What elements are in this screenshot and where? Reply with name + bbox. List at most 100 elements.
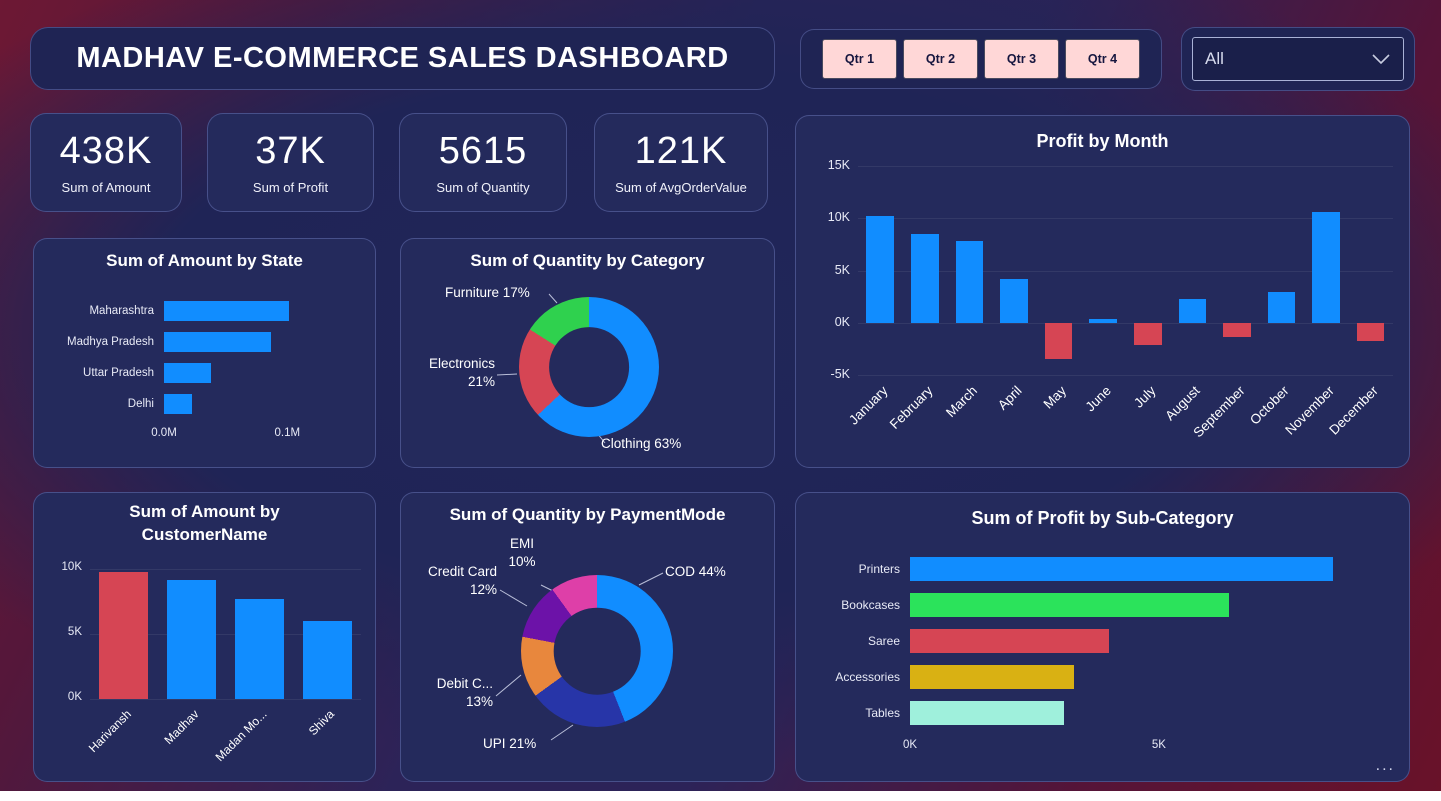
category-label-tables: Tables xyxy=(865,706,900,720)
bar-march[interactable] xyxy=(955,241,984,323)
donut-quantity_by_paymentmode[interactable] xyxy=(521,575,673,727)
qtr-button-1[interactable]: Qtr 1 xyxy=(822,39,897,79)
axis-tick: 10K xyxy=(61,561,82,574)
axis-tick: 0K xyxy=(834,314,850,329)
category-label-delhi: Delhi xyxy=(127,398,154,410)
bar-madhya-pradesh[interactable] xyxy=(164,332,272,352)
bar-chart: Maharashtra Madhya Pradesh Uttar Pradesh De… xyxy=(34,239,375,467)
filter-dropdown[interactable]: All xyxy=(1192,37,1404,81)
data-label: Furniture 17% xyxy=(445,285,530,300)
column-chart: 15K 10K 5K 0K -5K January February March April M… xyxy=(796,116,1409,467)
column-slot xyxy=(90,563,158,699)
kpi-value: 5615 xyxy=(438,130,528,172)
qtr-button-4[interactable]: Qtr 4 xyxy=(1065,39,1140,79)
x-cell: Madan Mo... xyxy=(212,701,294,781)
axis-tick: 0K xyxy=(67,691,82,703)
column-slot xyxy=(1125,166,1170,375)
bar-madhav[interactable] xyxy=(167,579,216,699)
bar-november[interactable] xyxy=(1312,211,1340,323)
x-cell: Harivansh xyxy=(86,701,158,781)
bar-harivansh[interactable] xyxy=(99,572,149,699)
donut-quantity_by_category[interactable] xyxy=(519,297,659,437)
bar-track xyxy=(910,593,1383,617)
column-slot xyxy=(158,563,226,699)
column-slot xyxy=(992,166,1037,375)
bar-july[interactable] xyxy=(1133,322,1162,345)
quarter-filter: Qtr 1 Qtr 2 Qtr 3 Qtr 4 xyxy=(800,29,1162,89)
column-slot xyxy=(293,563,361,699)
bar-track xyxy=(910,629,1383,653)
bar-track xyxy=(164,332,349,352)
bar-may[interactable] xyxy=(1044,322,1073,360)
bar-october[interactable] xyxy=(1267,292,1296,323)
column-slot xyxy=(1036,166,1081,375)
dashboard-title-card: MADHAV E-COMMERCE SALES DASHBOARD xyxy=(30,27,775,90)
bar-row: Uttar Pradesh xyxy=(52,363,349,383)
bar-row: Accessories xyxy=(814,665,1383,689)
chevron-down-icon xyxy=(1372,54,1390,65)
dashboard-title: MADHAV E-COMMERCE SALES DASHBOARD xyxy=(76,42,729,74)
bar-bookcases[interactable] xyxy=(910,593,1229,617)
bar-madan-mo[interactable] xyxy=(234,599,284,699)
data-label: COD 44% xyxy=(665,564,726,579)
bar-june[interactable] xyxy=(1089,318,1117,323)
bar-december[interactable] xyxy=(1356,322,1385,341)
bar-row: Bookcases xyxy=(814,593,1383,617)
donut-hole xyxy=(553,607,641,695)
category-label-uttar-pradesh: Uttar Pradesh xyxy=(83,367,154,379)
bar-track xyxy=(910,701,1383,725)
kpi-card-avgordervalue: 121K Sum of AvgOrderValue xyxy=(594,113,768,212)
more-options-button[interactable]: ... xyxy=(1375,757,1395,774)
bar-tables[interactable] xyxy=(910,701,1065,725)
axis-tick: 15K xyxy=(827,158,850,172)
bar-january[interactable] xyxy=(866,216,895,323)
kpi-value: 37K xyxy=(255,130,326,172)
x-cell: April xyxy=(992,377,1037,467)
bar-february[interactable] xyxy=(911,233,939,323)
bar-saree[interactable] xyxy=(910,629,1110,653)
bar-maharashtra[interactable] xyxy=(164,301,289,321)
bar-rows: Printers Bookcases Saree Accessories Tables xyxy=(814,557,1383,737)
gridline xyxy=(90,569,361,571)
category-label-saree: Saree xyxy=(867,634,900,648)
bar-april[interactable] xyxy=(1000,278,1028,323)
y-axis: 15K 10K 5K 0K -5K xyxy=(808,158,850,381)
x-axis-label-june: June xyxy=(1082,383,1114,415)
data-label: Electronics 21% xyxy=(428,356,495,390)
column-slot xyxy=(858,166,903,375)
data-label: Clothing 63% xyxy=(601,436,682,451)
x-cell: May xyxy=(1036,377,1081,467)
donut-hole xyxy=(549,327,629,407)
gridline xyxy=(858,375,1393,376)
bar-august[interactable] xyxy=(1178,298,1207,323)
bar-september[interactable] xyxy=(1223,322,1251,338)
gridline xyxy=(90,634,361,636)
bar-row: Printers xyxy=(814,557,1383,581)
bar-printers[interactable] xyxy=(910,557,1334,581)
chart-profit-by-subcategory: Sum of Profit by Sub-Category Printers Bo… xyxy=(795,492,1410,782)
kpi-value: 438K xyxy=(59,130,153,172)
x-cell: July xyxy=(1125,377,1170,467)
x-cell: Madhav xyxy=(158,701,226,781)
plot-area xyxy=(858,166,1393,376)
kpi-label: Sum of Amount xyxy=(61,180,151,195)
axis-tick: 0.1M xyxy=(274,427,301,439)
bar-uttar-pradesh[interactable] xyxy=(164,363,211,383)
bar-delhi[interactable] xyxy=(164,394,193,414)
column-slot xyxy=(1348,166,1393,375)
data-label: Debit C... 13% xyxy=(436,676,493,710)
bar-track xyxy=(910,665,1383,689)
qtr-button-3[interactable]: Qtr 3 xyxy=(984,39,1059,79)
bar-row: Saree xyxy=(814,629,1383,653)
donut-chart: EMI 10% Credit Card 12% COD 44% Debit C... 13%… xyxy=(401,493,774,781)
bar-accessories[interactable] xyxy=(910,665,1075,689)
bar-shiva[interactable] xyxy=(302,621,352,699)
x-axis-label-shiva: Shiva xyxy=(305,707,338,739)
chart-title: Profit by Month xyxy=(1036,131,1169,151)
x-axis-label-march: March xyxy=(942,383,981,421)
gridline xyxy=(90,699,361,700)
chart-title: Sum of Amount by CustomerName xyxy=(129,502,280,544)
x-cell: June xyxy=(1081,377,1126,467)
x-cell: March xyxy=(943,377,992,467)
qtr-button-2[interactable]: Qtr 2 xyxy=(903,39,978,79)
